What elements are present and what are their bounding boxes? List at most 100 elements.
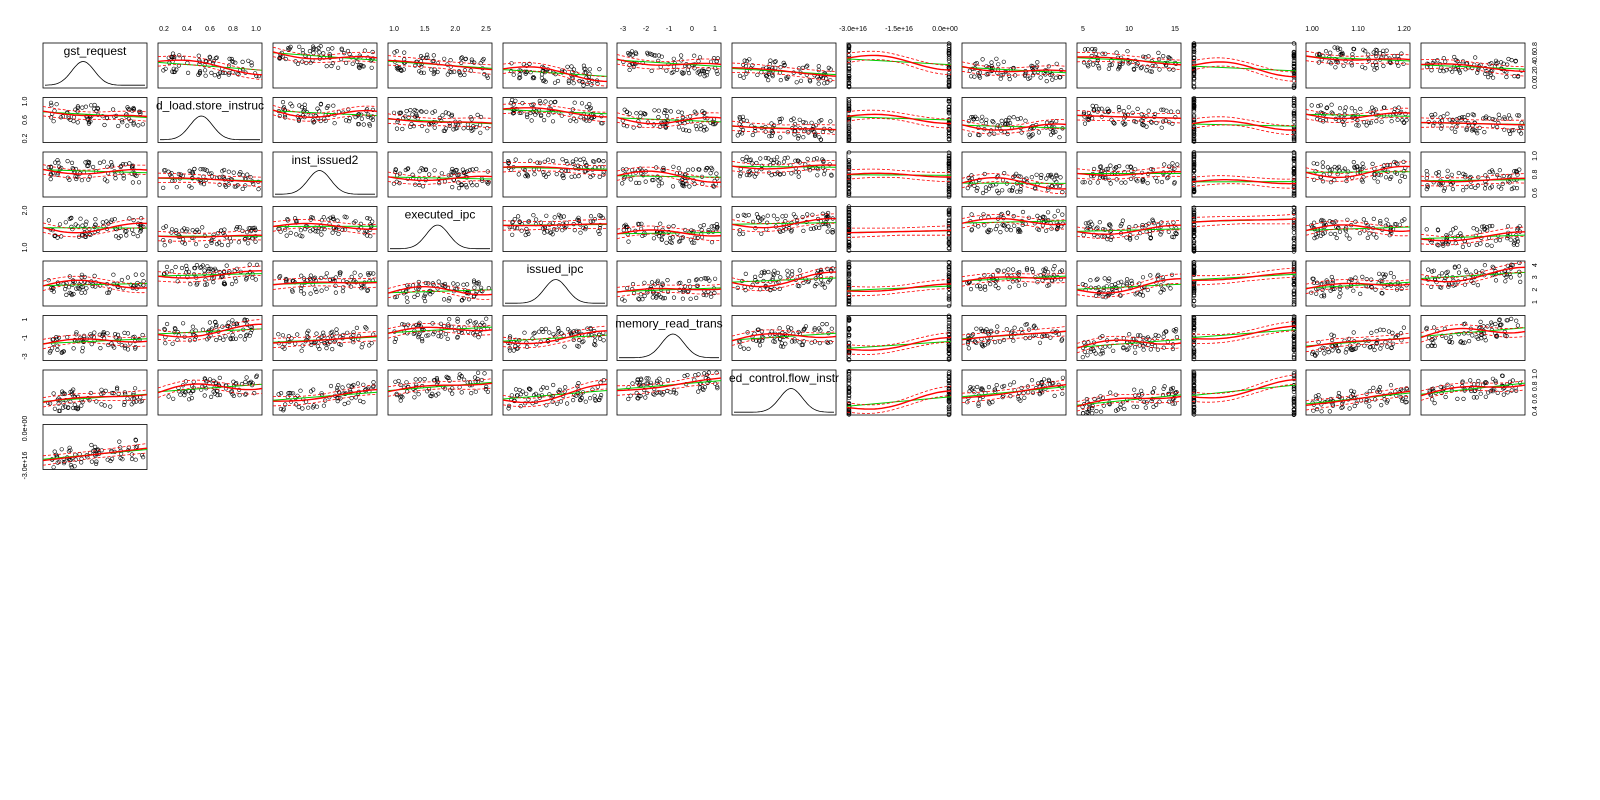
data-point [131,231,136,237]
panel-r3-c2 [272,206,378,252]
smooth-upper-band [42,164,148,171]
data-point [946,107,952,112]
data-point [410,112,415,117]
data-point [1508,275,1513,280]
panel-r2-c4 [502,151,608,198]
smooth-upper-band [1420,59,1526,68]
data-point [468,68,473,73]
data-point [1085,117,1090,122]
data-point [946,79,952,84]
data-point [946,77,952,83]
panel-r0-c12 [1420,42,1526,89]
data-point [1349,106,1354,111]
data-point [1482,263,1487,268]
panel-frame [846,260,952,307]
data-point [977,75,983,80]
data-point [221,175,226,180]
scatter-points [846,97,952,143]
data-point [162,168,167,173]
smooth-upper-band [616,54,722,62]
data-point [1344,233,1349,238]
data-point [204,168,210,173]
data-point [430,110,435,115]
data-point [818,137,824,142]
data-point [626,239,631,244]
data-point [1335,60,1340,65]
data-point [174,185,179,190]
data-point [54,102,59,107]
data-point [681,70,686,75]
smooth-fit-line [616,116,722,125]
data-point [134,173,139,178]
data-point [735,285,740,291]
data-point [805,63,810,68]
data-point [170,51,176,56]
data-point [334,327,339,332]
smooth-lower-band [1305,116,1411,123]
data-point [246,58,251,63]
data-point [1131,67,1137,72]
data-point [1493,238,1498,243]
data-point [1493,58,1499,63]
data-point [783,213,789,218]
data-point [451,127,456,132]
data-point [774,155,780,160]
data-point [88,103,94,108]
data-point [571,67,577,72]
data-point [221,337,226,342]
data-point [677,238,683,244]
data-point [347,119,352,124]
data-point [1494,125,1500,130]
data-point [1106,279,1111,284]
data-point [1050,77,1055,82]
data-point [280,333,286,338]
data-point [643,179,648,184]
data-point [584,104,589,109]
data-point [414,113,420,119]
data-point [1370,161,1375,166]
data-point [80,349,85,354]
data-point [140,122,145,127]
data-point [1474,242,1479,247]
data-point [1097,220,1102,225]
data-point [1171,67,1176,72]
panel-frame [157,315,263,361]
data-point [447,317,452,322]
data-point [638,292,643,297]
data-point [1117,63,1122,68]
data-point [432,70,437,75]
data-point [213,319,218,325]
data-point [753,128,758,134]
data-point [627,111,632,116]
smooth-lower-band [846,176,952,183]
data-point [1329,274,1334,280]
data-point [796,174,801,179]
data-point [704,127,709,132]
data-point [1022,73,1028,78]
data-point [341,332,346,338]
data-point [524,344,530,350]
data-point [347,51,352,57]
data-point [186,70,191,75]
data-point [692,66,697,71]
data-point [1470,112,1475,117]
data-point [552,80,558,85]
panel-frame [616,260,722,307]
data-point [1353,116,1358,121]
data-point [588,214,594,219]
data-point [319,232,324,237]
data-point [340,289,346,294]
data-point [1090,62,1096,67]
data-point [200,225,205,230]
panel-frame [616,206,722,252]
data-point [1094,104,1099,109]
data-point [1489,243,1494,248]
data-point [402,50,407,55]
data-point [242,337,247,342]
data-point [581,83,586,88]
data-point [1482,186,1488,191]
data-point [304,60,309,66]
data-point [1429,112,1434,118]
data-point [541,69,546,74]
data-point [765,213,770,218]
